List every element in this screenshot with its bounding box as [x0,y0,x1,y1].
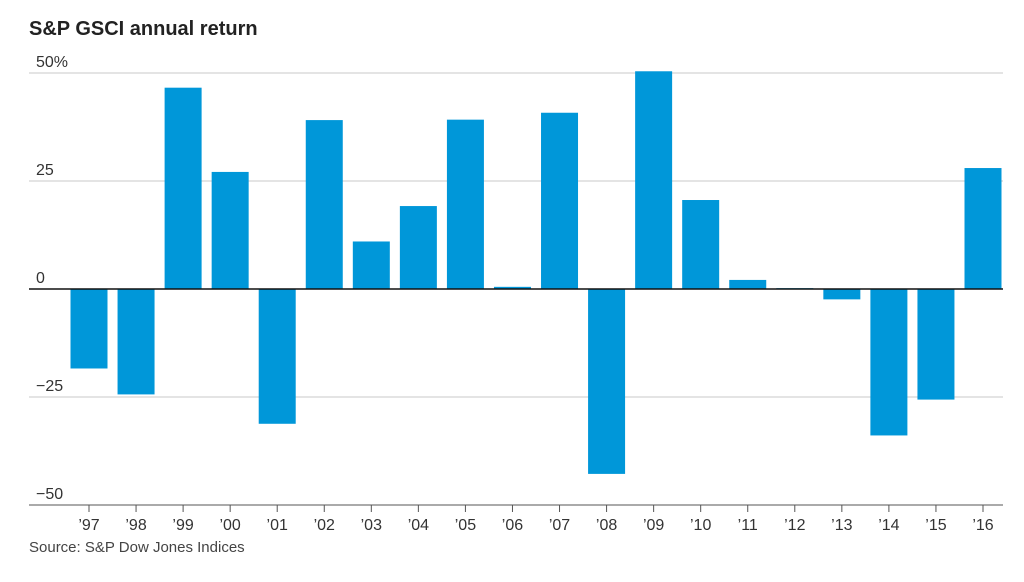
bar [823,289,861,300]
bar [211,171,249,289]
x-tick-label: ’12 [784,517,805,534]
bar [305,120,343,289]
y-tick-label: 50% [36,54,68,71]
bar [164,87,202,289]
x-tick-label: ’08 [596,517,617,534]
x-tick-label: ’14 [878,517,899,534]
x-tick-label: ’05 [455,517,476,534]
bar [446,119,484,289]
x-tick-label: ’97 [78,517,99,534]
x-tick-label: ’10 [690,517,711,534]
x-tick-label: ’11 [738,517,758,534]
x-tick-label: ’16 [972,517,993,534]
source-note: Source: S&P Dow Jones Indices [29,539,245,556]
x-tick-label: ’01 [267,517,288,534]
bar [588,289,626,474]
bar [117,289,155,395]
x-tick-label: ’09 [643,517,664,534]
x-tick-label: ’15 [925,517,946,534]
bar [964,168,1002,289]
x-tick-label: ’06 [502,517,523,534]
x-tick-label: ’07 [549,517,570,534]
x-tick-label: ’13 [831,517,852,534]
y-tick-label: −25 [36,378,63,395]
x-tick-label: ’98 [125,517,146,534]
bar [870,289,908,436]
y-tick-label: 25 [36,162,54,179]
bar [399,206,437,289]
x-axis-ticks: ’97 ’98 ’99 ’00 ’01 ’02 ’03 ’04 ’05 ’06 ’07 ’08 ’09 ’… [29,504,1003,534]
y-axis-ticks: 50% 25 0 −25 −50 [36,54,68,503]
bar [541,112,579,289]
bars [70,71,1002,474]
y-tick-label: −50 [36,486,63,503]
bar [635,71,673,289]
bar [493,286,531,289]
y-tick-label: 0 [36,270,45,287]
bar [70,289,108,369]
bar [917,289,955,400]
chart-title: S&P GSCI annual return [29,18,258,40]
x-tick-label: ’00 [219,517,240,534]
bar [682,200,720,289]
x-tick-label: ’04 [408,517,429,534]
x-tick-label: ’99 [172,517,193,534]
bar [352,241,390,289]
bar [258,289,296,424]
x-tick-label: ’03 [361,517,382,534]
x-tick-label: ’02 [314,517,335,534]
bar [729,279,767,289]
